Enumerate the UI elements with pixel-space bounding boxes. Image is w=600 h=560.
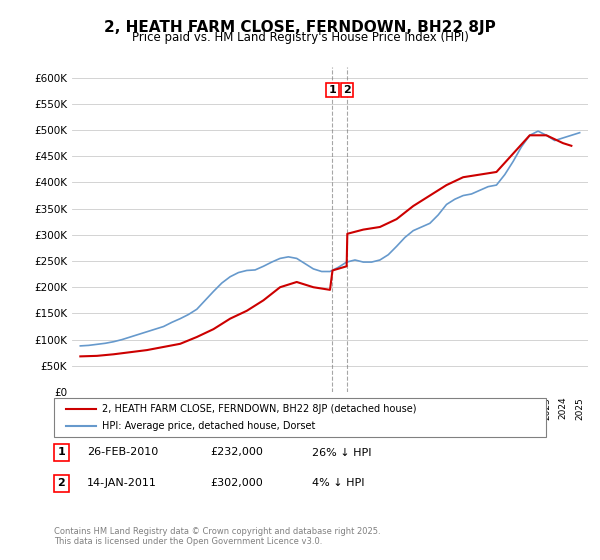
- Text: 2: 2: [343, 85, 351, 95]
- Text: 1: 1: [58, 447, 65, 458]
- Text: Contains HM Land Registry data © Crown copyright and database right 2025.
This d: Contains HM Land Registry data © Crown c…: [54, 526, 380, 546]
- Text: 4% ↓ HPI: 4% ↓ HPI: [312, 478, 365, 488]
- Text: 2: 2: [58, 478, 65, 488]
- Text: £302,000: £302,000: [210, 478, 263, 488]
- Text: 26-FEB-2010: 26-FEB-2010: [87, 447, 158, 458]
- Text: 2, HEATH FARM CLOSE, FERNDOWN, BH22 8JP: 2, HEATH FARM CLOSE, FERNDOWN, BH22 8JP: [104, 20, 496, 35]
- Text: 2, HEATH FARM CLOSE, FERNDOWN, BH22 8JP (detached house): 2, HEATH FARM CLOSE, FERNDOWN, BH22 8JP …: [102, 404, 416, 414]
- Text: 14-JAN-2011: 14-JAN-2011: [87, 478, 157, 488]
- Text: Price paid vs. HM Land Registry's House Price Index (HPI): Price paid vs. HM Land Registry's House …: [131, 31, 469, 44]
- Text: £232,000: £232,000: [210, 447, 263, 458]
- Text: 1: 1: [329, 85, 337, 95]
- Text: HPI: Average price, detached house, Dorset: HPI: Average price, detached house, Dors…: [102, 421, 316, 431]
- Text: 26% ↓ HPI: 26% ↓ HPI: [312, 447, 371, 458]
